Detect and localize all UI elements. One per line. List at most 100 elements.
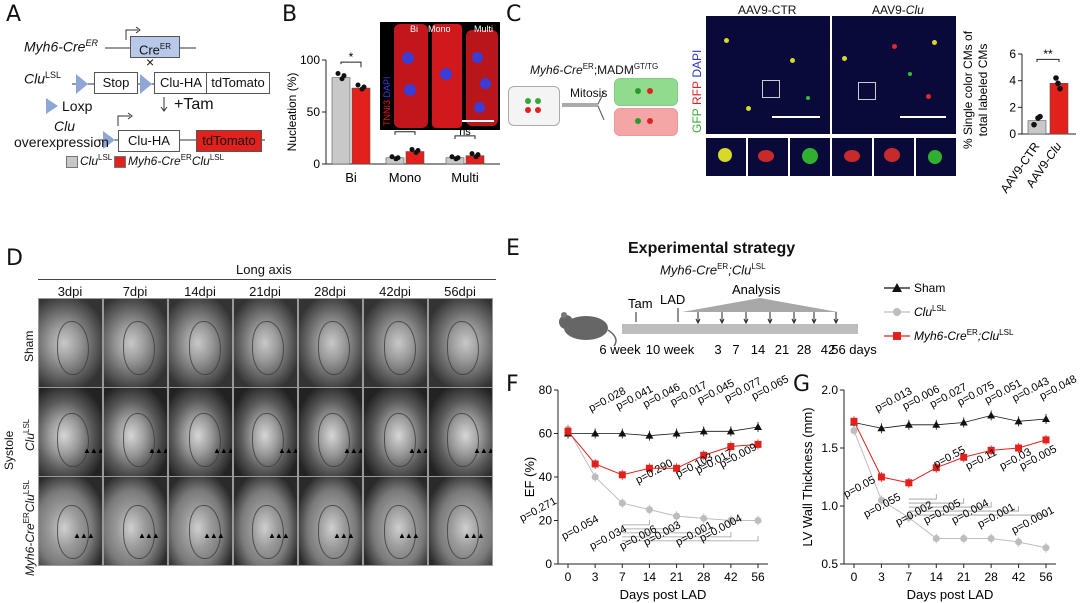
lv-trace xyxy=(384,321,416,375)
col-header-56dpi: 56dpi xyxy=(444,284,476,299)
p-value-myh6: p=0.55 xyxy=(932,444,968,471)
micrograph-c-insets xyxy=(706,138,956,176)
legend-swatch-red xyxy=(114,156,126,168)
sig-bracket-bi xyxy=(340,61,362,68)
series-line-1 xyxy=(853,430,1047,549)
marker-myh6 xyxy=(850,417,858,425)
comparison-bracket xyxy=(908,510,1047,516)
y-tick-label: 0.5 xyxy=(821,557,838,571)
lv-trace xyxy=(57,321,89,375)
legend-swatch-grey xyxy=(66,156,78,168)
stop-box: Stop xyxy=(94,72,138,94)
marker-clu xyxy=(1042,544,1050,552)
series-line-0 xyxy=(853,415,1047,429)
timeline-label: 14 xyxy=(751,342,765,357)
strategy-legend: Sham CluLSL Myh6-CreER;CluLSL xyxy=(884,281,1014,343)
comparison-bracket xyxy=(908,498,965,504)
mri-cell-0-56dpi xyxy=(428,298,493,388)
micro-label-mono: Mono xyxy=(428,24,451,34)
legend-marker-triangle xyxy=(892,283,902,292)
row-label-2: Myh6-CreERCluLSL xyxy=(22,479,37,576)
marker-sham xyxy=(987,411,996,419)
sig-bracket-c xyxy=(1036,58,1060,62)
x-tick-label: 7 xyxy=(906,570,913,584)
infarct-arrows: ▲▲▲ xyxy=(268,531,290,540)
timeline-label: 6 week xyxy=(599,342,641,357)
analysis-arrow xyxy=(833,318,839,325)
legend-grey-label: CluLSL xyxy=(80,153,113,168)
p-value-clu: p=0.05 xyxy=(842,474,878,501)
marker-clu xyxy=(618,499,626,507)
legend-red-label: Myh6-CreERCluLSL xyxy=(128,153,225,168)
marker-clu xyxy=(700,514,708,522)
marker-myh6 xyxy=(591,460,599,468)
y-tick-label: 40 xyxy=(539,470,553,484)
y-tick-label-c: 0 xyxy=(1009,127,1016,141)
y-tick-label: 20 xyxy=(539,514,553,528)
mri-cell-2-14dpi: ▲▲▲ xyxy=(168,476,233,566)
col-header-28dpi: 28dpi xyxy=(314,284,346,299)
x-tick-label: 28 xyxy=(984,570,998,584)
sig-label-c: ** xyxy=(1043,47,1053,61)
mitosis-arrows xyxy=(562,91,605,121)
timeline-label: 28 xyxy=(797,342,811,357)
lv-trace xyxy=(318,321,350,375)
dot-bi-clu xyxy=(335,71,341,77)
marker-sham xyxy=(877,424,886,432)
col-aav9-ctr: AAV9-CTR xyxy=(738,3,797,17)
marker-clu xyxy=(673,512,681,520)
strategy-subtitle: Myh6-CreER;CluLSL xyxy=(660,262,766,278)
marker-sham xyxy=(699,427,708,435)
mri-cell-1-42dpi: ▲▲▲ xyxy=(363,387,428,477)
lv-trace xyxy=(189,413,221,467)
cell-bi xyxy=(394,24,428,128)
x-tick-label-b: Bi xyxy=(345,170,357,185)
header-divider xyxy=(38,279,496,280)
x-axis-label: Days post LAD xyxy=(620,587,707,602)
analysis-arrow xyxy=(695,318,701,325)
mri-grid: 3dpi 7dpi 14dpi 21dpi 28dpi 42dpi 56dpi Sham ▲▲▲… xyxy=(0,0,500,603)
mouse-body xyxy=(564,316,608,340)
marker-myh6 xyxy=(1015,444,1023,452)
madm-title: Myh6-CreER;MADMGT/TG xyxy=(530,62,659,77)
marker-myh6 xyxy=(1042,436,1050,444)
marker-myh6 xyxy=(987,446,995,454)
comparison-bracket xyxy=(622,527,705,534)
analysis-arrow xyxy=(767,318,773,325)
marker-sham xyxy=(959,418,968,426)
lv-trace xyxy=(318,413,350,467)
col-header-42dpi: 42dpi xyxy=(379,284,411,299)
timeline-bar xyxy=(622,324,858,334)
chart-b-mono-multi: ** Mono ns Multi xyxy=(380,130,500,185)
x-tick-label: 14 xyxy=(643,570,657,584)
infarct-arrows: ▲▲▲ xyxy=(138,531,160,540)
x-tick-label: 21 xyxy=(670,570,684,584)
marker-clu xyxy=(727,517,735,524)
dot-myh6 xyxy=(409,146,415,152)
mri-cell-0-21dpi xyxy=(233,298,298,388)
panel-c-schematic: Myh6-CreER;MADMGT/TG Mitosis xyxy=(506,22,706,182)
lv-trace xyxy=(252,321,284,375)
lv-trace xyxy=(447,413,479,467)
marker-myh6 xyxy=(754,440,762,448)
comparison-bracket xyxy=(622,519,650,526)
mri-cell-1-7dpi: ▲▲▲ xyxy=(103,387,168,477)
dot-clu xyxy=(1057,85,1063,92)
lv-trace xyxy=(123,321,155,375)
col-header-7dpi: 7dpi xyxy=(122,284,148,299)
mri-cell-2-42dpi: ▲▲▲ xyxy=(363,476,428,566)
lv-trace xyxy=(384,505,416,559)
col-header-3dpi: 3dpi xyxy=(57,284,83,299)
x-tick-label: 0 xyxy=(565,570,572,584)
p-value-myh6: p=0.11 xyxy=(964,446,999,472)
analysis-label: Analysis xyxy=(732,282,781,297)
series-line-0 xyxy=(568,426,759,437)
series-line-2 xyxy=(567,431,759,476)
lv-trace xyxy=(57,413,89,467)
lv-trace xyxy=(252,505,284,559)
comparison-bracket xyxy=(908,502,992,508)
cell-before xyxy=(508,86,560,126)
col-header-14dpi: 14dpi xyxy=(184,284,216,299)
analysis-arrow xyxy=(791,318,797,325)
